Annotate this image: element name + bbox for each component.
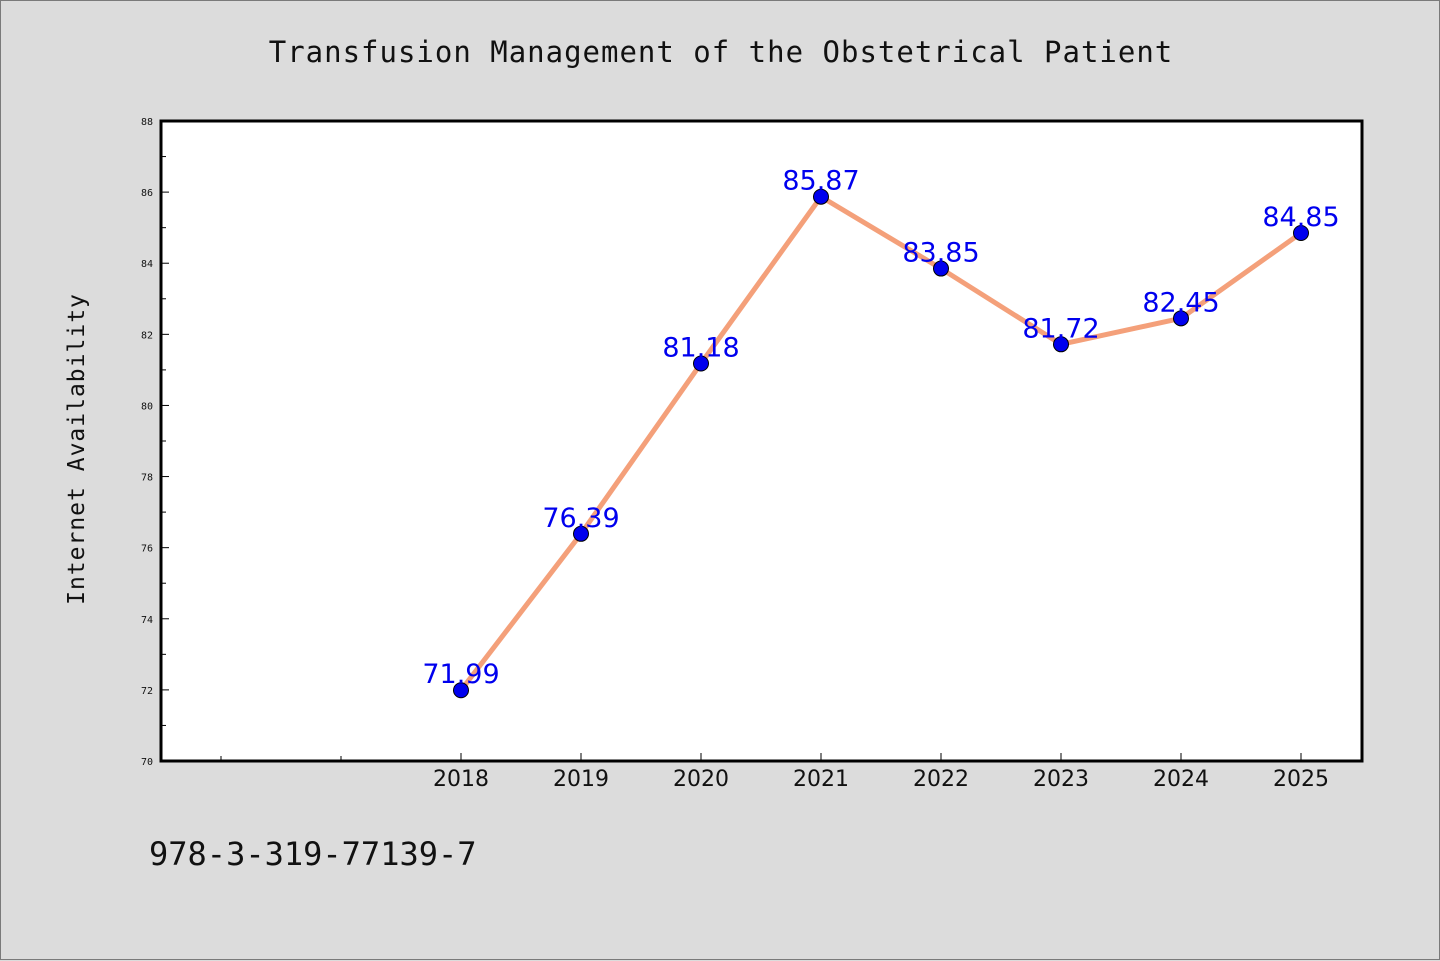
x-tick-label: 2019 — [553, 767, 609, 792]
x-tick-label: 2024 — [1153, 767, 1209, 792]
x-tick-label: 2018 — [433, 767, 489, 792]
isbn-text: 978-3-319-77139-7 — [149, 835, 477, 873]
x-tick-label: 2022 — [913, 767, 969, 792]
data-point — [693, 355, 709, 372]
data-point — [1053, 336, 1069, 353]
data-label: 81.72 — [1022, 313, 1099, 344]
y-tick-label: 78 — [141, 473, 153, 484]
data-label: 84.85 — [1262, 202, 1339, 233]
plot-frame — [159, 119, 1364, 763]
x-tick-label: 2023 — [1033, 767, 1089, 792]
x-tick-label: 2025 — [1273, 767, 1329, 792]
data-point — [453, 682, 469, 699]
y-tick-label: 88 — [141, 117, 153, 128]
data-label: 82.45 — [1142, 287, 1219, 318]
data-label: 71.99 — [422, 659, 499, 690]
y-tick-label: 72 — [141, 686, 153, 697]
x-tick-label: 2021 — [793, 767, 849, 792]
series-line — [458, 194, 1304, 693]
data-point — [573, 525, 589, 542]
data-label: 76.39 — [542, 503, 619, 534]
data-label: 81.18 — [662, 332, 739, 363]
data-label: 85.87 — [782, 166, 859, 197]
data-point — [1173, 310, 1189, 327]
data-point — [1293, 225, 1309, 241]
chart-title: Transfusion Management of the Obstetrica… — [268, 35, 1174, 69]
data-label: 83.85 — [902, 238, 979, 269]
y-tick-label: 70 — [141, 757, 153, 768]
data-point — [933, 260, 949, 277]
y-tick-label: 80 — [141, 401, 153, 412]
y-tick-label: 86 — [141, 188, 153, 199]
y-tick-label: 74 — [141, 615, 153, 626]
y-tick-label: 82 — [141, 330, 153, 341]
y-tick-label: 76 — [141, 544, 153, 555]
x-tick-label: 2020 — [673, 767, 729, 792]
data-point — [813, 188, 829, 205]
y-tick-label: 84 — [141, 259, 153, 270]
